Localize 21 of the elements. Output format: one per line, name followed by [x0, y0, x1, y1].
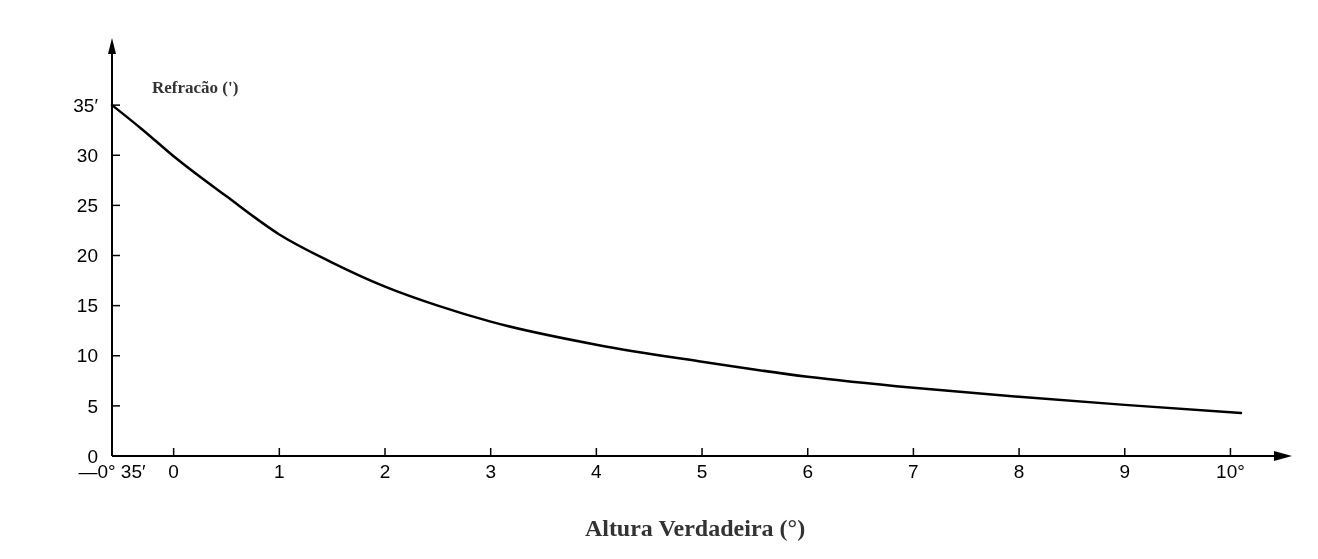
- x-tick-label: 9: [1119, 461, 1131, 482]
- x-tick-label: 1: [274, 461, 285, 482]
- y-tick-label: 5: [87, 395, 98, 417]
- y-tick-label: 25: [76, 195, 98, 217]
- y-tick-label: 30: [76, 144, 98, 166]
- x-tick-label: 6: [802, 461, 814, 482]
- x-axis-title: Altura Verdadeira (°): [584, 515, 806, 541]
- x-tick-label: 2: [379, 461, 391, 482]
- y-tick-label: 10: [76, 345, 98, 367]
- y-tick-label: 15: [76, 295, 98, 317]
- x-tick-label: 3: [485, 461, 496, 482]
- x-tick-label: 4: [591, 461, 603, 482]
- x-tick-label: 7: [908, 461, 919, 482]
- x-tick-label: 10°: [1216, 461, 1245, 482]
- x-tick-label: 8: [1013, 461, 1025, 482]
- x-tick-label: 0: [168, 461, 179, 482]
- x-tick-label: 5: [696, 461, 708, 482]
- y-tick-label: 0: [87, 445, 98, 467]
- y-tick-label: 20: [76, 245, 98, 267]
- y-tick-label: 35′: [73, 94, 99, 116]
- y-axis-title: Refracão ('): [152, 78, 239, 98]
